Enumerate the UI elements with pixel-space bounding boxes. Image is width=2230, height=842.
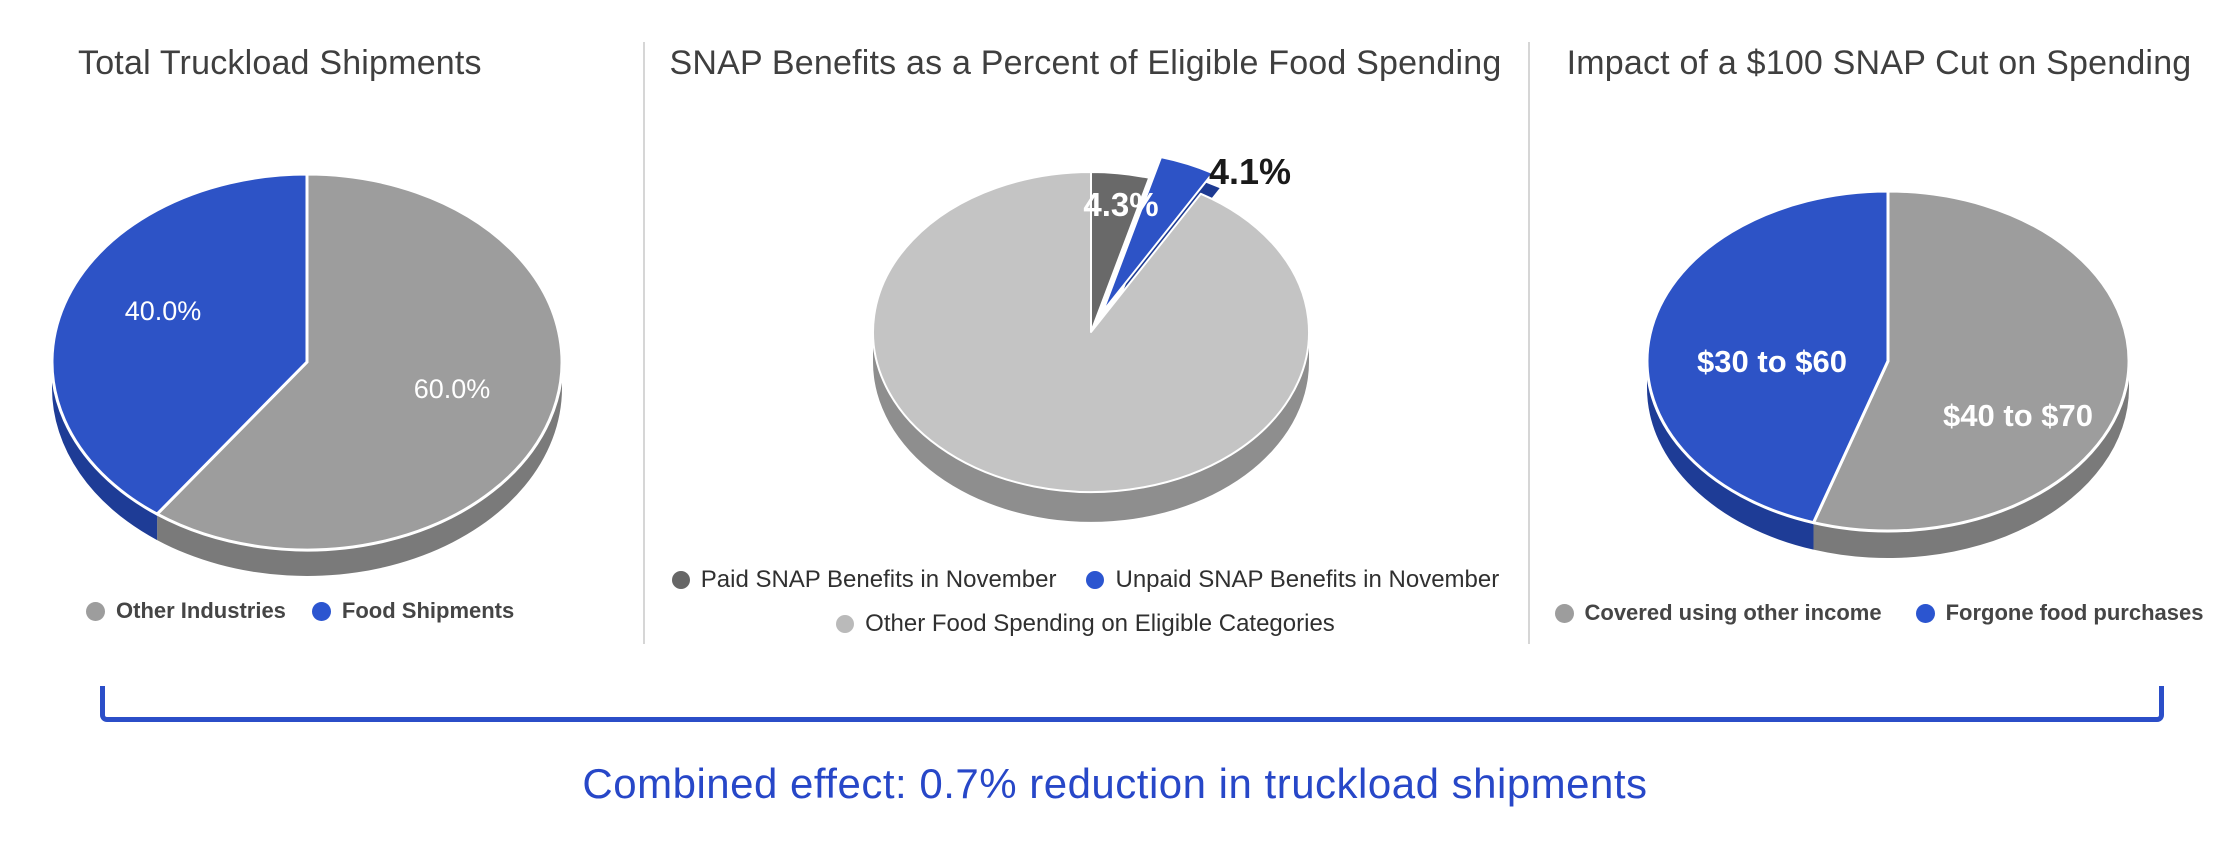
combined-effect-text: Combined effect: 0.7% reduction in truck… bbox=[582, 760, 1648, 807]
legend-dot bbox=[1915, 603, 1935, 623]
legend-item: Covered using other income bbox=[1554, 600, 1882, 626]
legend-label: Unpaid SNAP Benefits in November bbox=[1115, 566, 1500, 593]
pie-slice-0 bbox=[155, 172, 564, 552]
legend-row: Other Food Spending on Eligible Categori… bbox=[836, 610, 1335, 638]
legend-dot bbox=[86, 601, 105, 621]
legend-label: Covered using other income bbox=[1584, 600, 1882, 625]
pie-slice-label: 4.1% bbox=[1209, 151, 1291, 192]
legend-item: Other Industries bbox=[86, 598, 286, 624]
legend-truckload: Other Industries Food Shipments bbox=[86, 598, 514, 624]
pie-slice-label: 4.3% bbox=[1083, 186, 1158, 223]
pie-chart-truckload: 60.0% 40.0% bbox=[50, 172, 564, 577]
legend-item: Unpaid SNAP Benefits in November bbox=[1086, 566, 1499, 594]
chart-title-truckload: Total Truckload Shipments bbox=[78, 44, 482, 82]
legend-dot bbox=[1086, 571, 1105, 589]
pie-slice-2 bbox=[872, 171, 1310, 493]
pie-slice-label: $30 to $60 bbox=[1697, 344, 1847, 379]
chart-title-snap-cut-impact: Impact of a $100 SNAP Cut on Spending bbox=[1566, 44, 2192, 82]
chart-title-snap-percent: SNAP Benefits as a Percent of Eligible F… bbox=[669, 44, 1502, 82]
legend-row: Paid SNAP Benefits in November Unpaid SNA… bbox=[671, 566, 1499, 594]
pie-slice-0 bbox=[1812, 189, 2131, 533]
pie-slice-label: 60.0% bbox=[414, 374, 491, 404]
legend-label: Food Shipments bbox=[341, 598, 515, 623]
pie-slice-side-1 bbox=[1647, 361, 1814, 550]
pie-slice-label: $40 to $70 bbox=[1943, 398, 2093, 433]
legend-item: Food Shipments bbox=[311, 598, 515, 624]
combined-bracket bbox=[100, 686, 2164, 722]
legend-dot bbox=[1554, 603, 1574, 623]
panel-divider-left bbox=[643, 42, 645, 644]
pie-slice-side-1 bbox=[52, 362, 158, 541]
legend-item: Forgone food purchases bbox=[1915, 600, 2204, 626]
pie-chart-snap-percent: 4.3% 4.1% bbox=[872, 151, 1310, 522]
legend-dot bbox=[836, 615, 855, 633]
legend-item: Other Food Spending on Eligible Categori… bbox=[836, 610, 1335, 638]
pie-slice-side-0 bbox=[1813, 361, 2129, 558]
legend-dot bbox=[671, 571, 690, 589]
legend-label: Forgone food purchases bbox=[1945, 600, 2204, 625]
legend-label: Other Food Spending on Eligible Categori… bbox=[865, 610, 1335, 637]
legend-item: Paid SNAP Benefits in November bbox=[671, 566, 1057, 594]
pie-slice-side-2 bbox=[873, 332, 1309, 522]
legend-row: Other Industries Food Shipments bbox=[86, 598, 514, 624]
legend-label: Other Industries bbox=[116, 598, 286, 623]
pie-slice-side-0 bbox=[157, 362, 563, 577]
pie-chart-snap-cut-impact: $40 to $70 $30 to $60 bbox=[1645, 189, 2131, 558]
pie-slice-1 bbox=[1101, 156, 1214, 313]
legend-snap-cut-impact: Covered using other income Forgone food p… bbox=[1528, 600, 2230, 626]
legend-snap-percent: Paid SNAP Benefits in November Unpaid SNA… bbox=[643, 566, 1528, 638]
panel-divider-right bbox=[1528, 42, 1530, 644]
pie-slice-1 bbox=[50, 172, 309, 516]
pie-slice-1 bbox=[1645, 189, 1890, 525]
legend-row: Covered using other income Forgone food p… bbox=[1554, 600, 2204, 626]
legend-label: Paid SNAP Benefits in November bbox=[700, 566, 1057, 593]
pie-slice-label: 40.0% bbox=[125, 296, 202, 326]
legend-dot bbox=[311, 601, 331, 621]
